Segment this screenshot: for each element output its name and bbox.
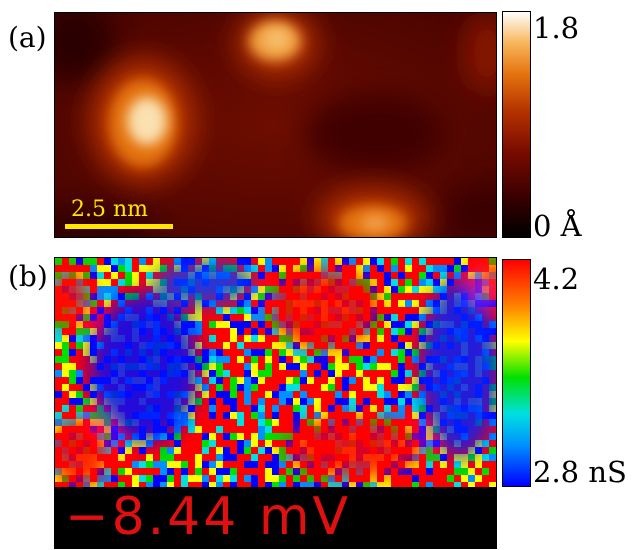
- conductance-map: −8.44 mV: [54, 257, 497, 549]
- height-colorbar: [502, 11, 531, 238]
- conductance-colorbar-min-label: 2.8 nS: [533, 455, 627, 489]
- conductance-image: [55, 258, 496, 487]
- conductance-colorbar: [502, 259, 531, 487]
- topography-image: [55, 13, 496, 237]
- topography-map: 2.5 nm: [54, 12, 497, 238]
- scale-bar: [65, 224, 173, 229]
- bias-voltage-label: −8.44 mV: [65, 487, 352, 547]
- panel-b-label: (b): [8, 260, 48, 293]
- height-colorbar-min-label: 0 Å: [533, 209, 582, 243]
- height-colorbar-max-label: 1.8: [533, 11, 580, 45]
- bias-label-strip: −8.44 mV: [55, 487, 496, 548]
- conductance-colorbar-max-label: 4.2: [533, 262, 580, 296]
- scale-bar-label: 2.5 nm: [71, 197, 149, 222]
- panel-a-label: (a): [8, 21, 47, 54]
